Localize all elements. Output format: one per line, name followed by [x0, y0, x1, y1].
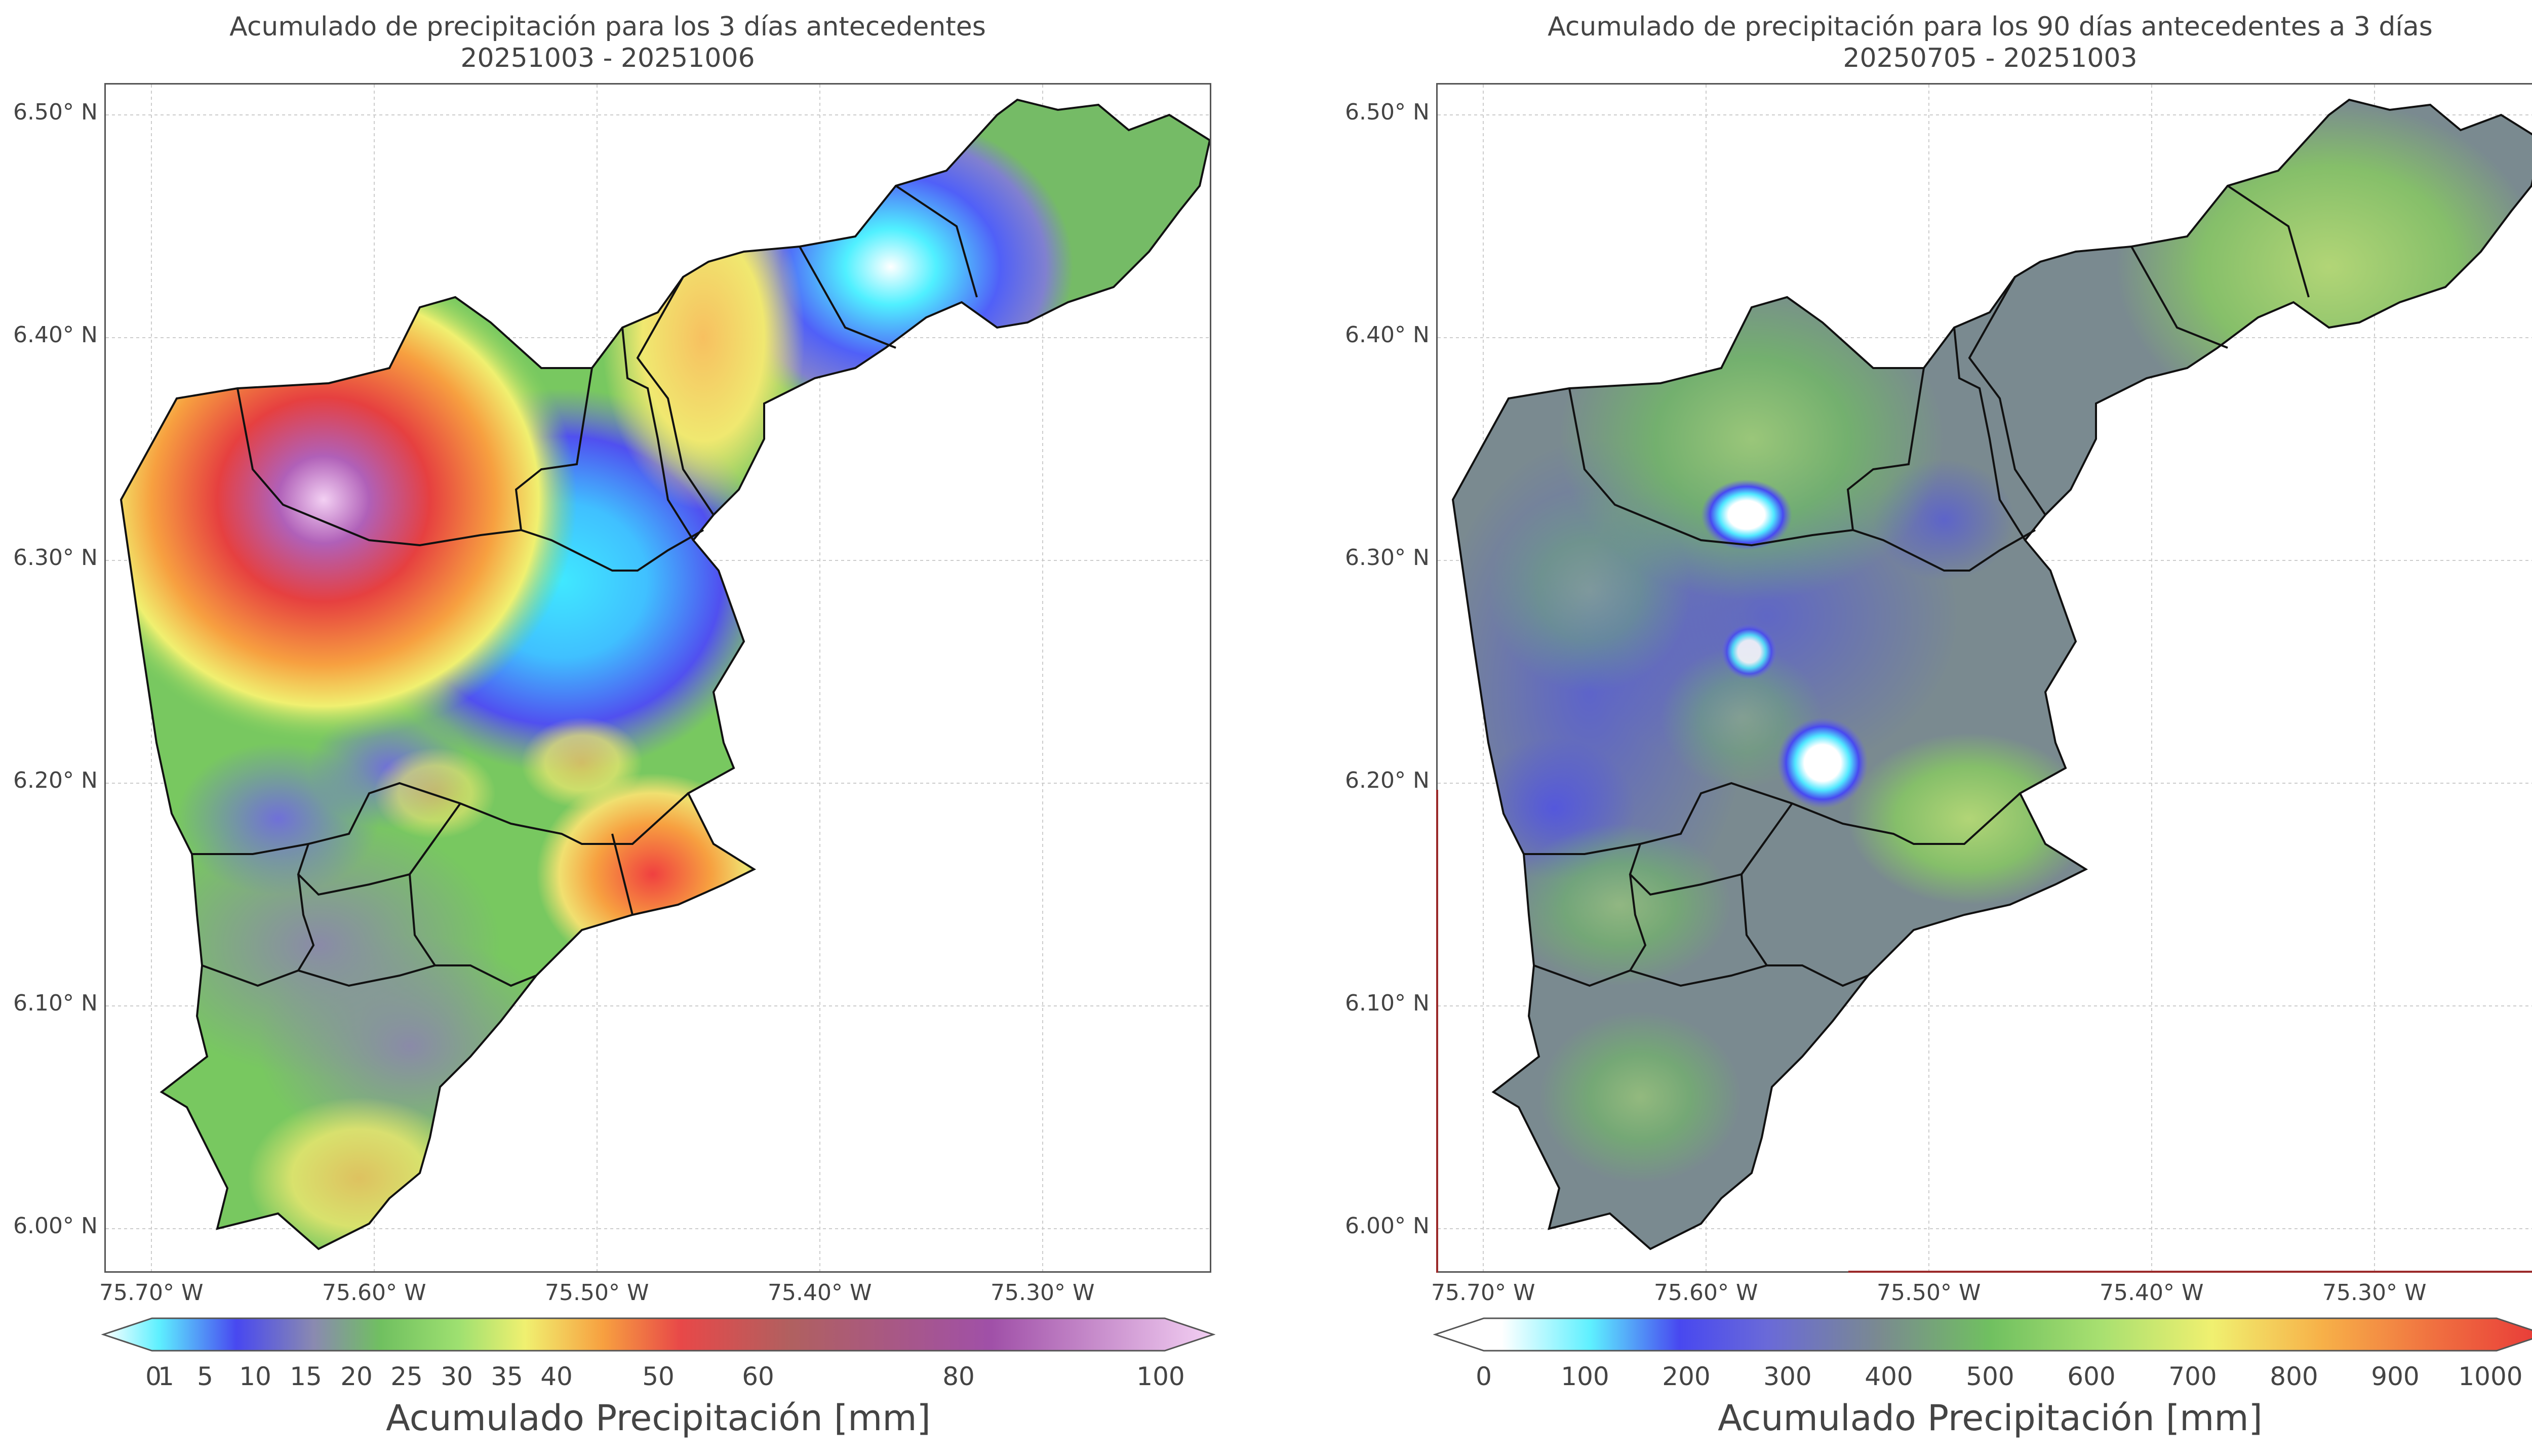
right-cb-label: 900	[2371, 1362, 2420, 1391]
left-precip-field	[121, 100, 1210, 1249]
left-municipality-boundaries	[120, 99, 1210, 1250]
left-title-line1: Acumulado de precipitación para los 3 dí…	[229, 12, 986, 42]
left-lat-label: 6.40° N	[13, 322, 98, 348]
right-cb-label: 600	[2067, 1362, 2116, 1391]
right-cb-label: 700	[2168, 1362, 2217, 1391]
left-lat-label: 6.00° N	[13, 1213, 98, 1239]
left-map-svg	[106, 85, 1210, 1271]
left-cb-label: 1	[158, 1362, 174, 1391]
left-colorbar-title: Acumulado Precipitación [mm]	[386, 1397, 931, 1439]
left-cb-label: 20	[340, 1362, 373, 1391]
left-lon-label: 75.50° W	[545, 1280, 649, 1306]
left-lat-label: 6.20° N	[13, 767, 98, 793]
right-map-svg	[1438, 85, 2532, 1271]
left-cb-label: 15	[290, 1362, 322, 1391]
left-cb-label: 0	[145, 1362, 162, 1391]
right-lat-label: 6.20° N	[1345, 767, 1430, 793]
right-lat-label: 6.00° N	[1345, 1213, 1430, 1239]
left-cb-label: 50	[642, 1362, 675, 1391]
left-panel-title: Acumulado de precipitación para los 3 dí…	[101, 11, 1114, 74]
left-lat-label: 6.50° N	[13, 99, 98, 125]
right-lat-label: 6.50° N	[1345, 99, 1430, 125]
left-cb-label: 60	[742, 1362, 774, 1391]
left-cb-label: 40	[540, 1362, 573, 1391]
left-cb-label: 5	[197, 1362, 213, 1391]
left-title-line2: 20251003 - 20251006	[460, 43, 755, 73]
right-colorbar	[1433, 1317, 2532, 1352]
right-map-left-red-edge	[1436, 790, 1438, 1273]
left-cb-label: 100	[1136, 1362, 1185, 1391]
left-cb-label: 80	[942, 1362, 975, 1391]
right-lat-label: 6.10° N	[1345, 990, 1430, 1016]
right-map-bottom-red-edge	[1848, 1271, 2532, 1273]
right-lon-label: 75.60° W	[1654, 1280, 1758, 1306]
right-cb-label: 200	[1662, 1362, 1711, 1391]
left-lat-label: 6.30° N	[13, 545, 98, 571]
right-cb-label: 500	[1966, 1362, 2014, 1391]
left-lon-label: 75.60° W	[322, 1280, 426, 1306]
left-lat-label: 6.10° N	[13, 990, 98, 1016]
right-cb-label: 400	[1865, 1362, 1913, 1391]
right-lat-label: 6.30° N	[1345, 545, 1430, 571]
right-lon-label: 75.70° W	[1431, 1280, 1535, 1306]
right-cb-label: 0	[1476, 1362, 1492, 1391]
right-cb-label: 800	[2270, 1362, 2318, 1391]
left-colorbar	[101, 1317, 1215, 1352]
right-panel-title: Acumulado de precipitación para los 90 d…	[1433, 11, 2532, 74]
right-title-line2: 20250705 - 20251003	[1843, 43, 2138, 73]
right-title-line1: Acumulado de precipitación para los 90 d…	[1548, 12, 2433, 42]
right-colorbar-title: Acumulado Precipitación [mm]	[1718, 1397, 2263, 1439]
right-precip-field	[1453, 100, 2532, 1249]
left-lon-label: 75.30° W	[991, 1280, 1095, 1306]
left-lon-label: 75.40° W	[768, 1280, 872, 1306]
right-map-frame	[1436, 83, 2532, 1273]
left-cb-label: 10	[239, 1362, 271, 1391]
right-lon-label: 75.40° W	[2100, 1280, 2204, 1306]
right-cb-label: 300	[1763, 1362, 1812, 1391]
left-cb-label: 30	[441, 1362, 473, 1391]
right-lon-label: 75.30° W	[2322, 1280, 2427, 1306]
right-municipality-boundaries	[1452, 99, 2532, 1250]
left-cb-label: 35	[491, 1362, 523, 1391]
left-lon-label: 75.70° W	[99, 1280, 204, 1306]
right-lon-label: 75.50° W	[1877, 1280, 1981, 1306]
right-cb-label: 100	[1561, 1362, 1609, 1391]
left-map-frame	[104, 83, 1211, 1273]
left-cb-label: 25	[390, 1362, 423, 1391]
right-lat-label: 6.40° N	[1345, 322, 1430, 348]
right-cb-label: 1000	[2458, 1362, 2523, 1391]
